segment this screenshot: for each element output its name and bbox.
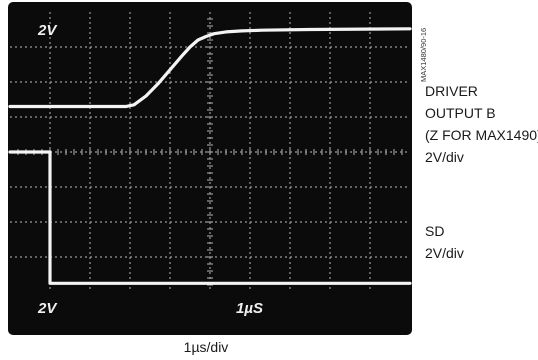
- channel-b-label: DRIVER OUTPUT B (Z FOR MAX1490) 2V/div: [425, 80, 538, 168]
- channel-b-label-line: (Z FOR MAX1490): [425, 127, 538, 143]
- scope-traces: [8, 27, 412, 285]
- time-scale-label: 1µS: [236, 300, 263, 317]
- time-per-div-label: 1µs/div: [183, 339, 229, 355]
- channel-b-scale: 2V/div: [425, 149, 464, 165]
- channel-b-label-line: OUTPUT B: [425, 105, 496, 121]
- ch-sd-scale-label: 2V: [37, 300, 58, 317]
- trace-driver-output-b: [8, 27, 412, 109]
- trace-sd: [8, 150, 412, 285]
- channel-sd-scale: 2V/div: [425, 245, 464, 261]
- figure-code: MAX1480/90-16: [419, 27, 428, 82]
- channel-sd-label-line: SD: [425, 223, 445, 239]
- channel-sd-label: SD 2V/div: [425, 220, 464, 264]
- ch-b-scale-label: 2V: [37, 22, 58, 39]
- channel-b-label-line: DRIVER: [425, 83, 478, 99]
